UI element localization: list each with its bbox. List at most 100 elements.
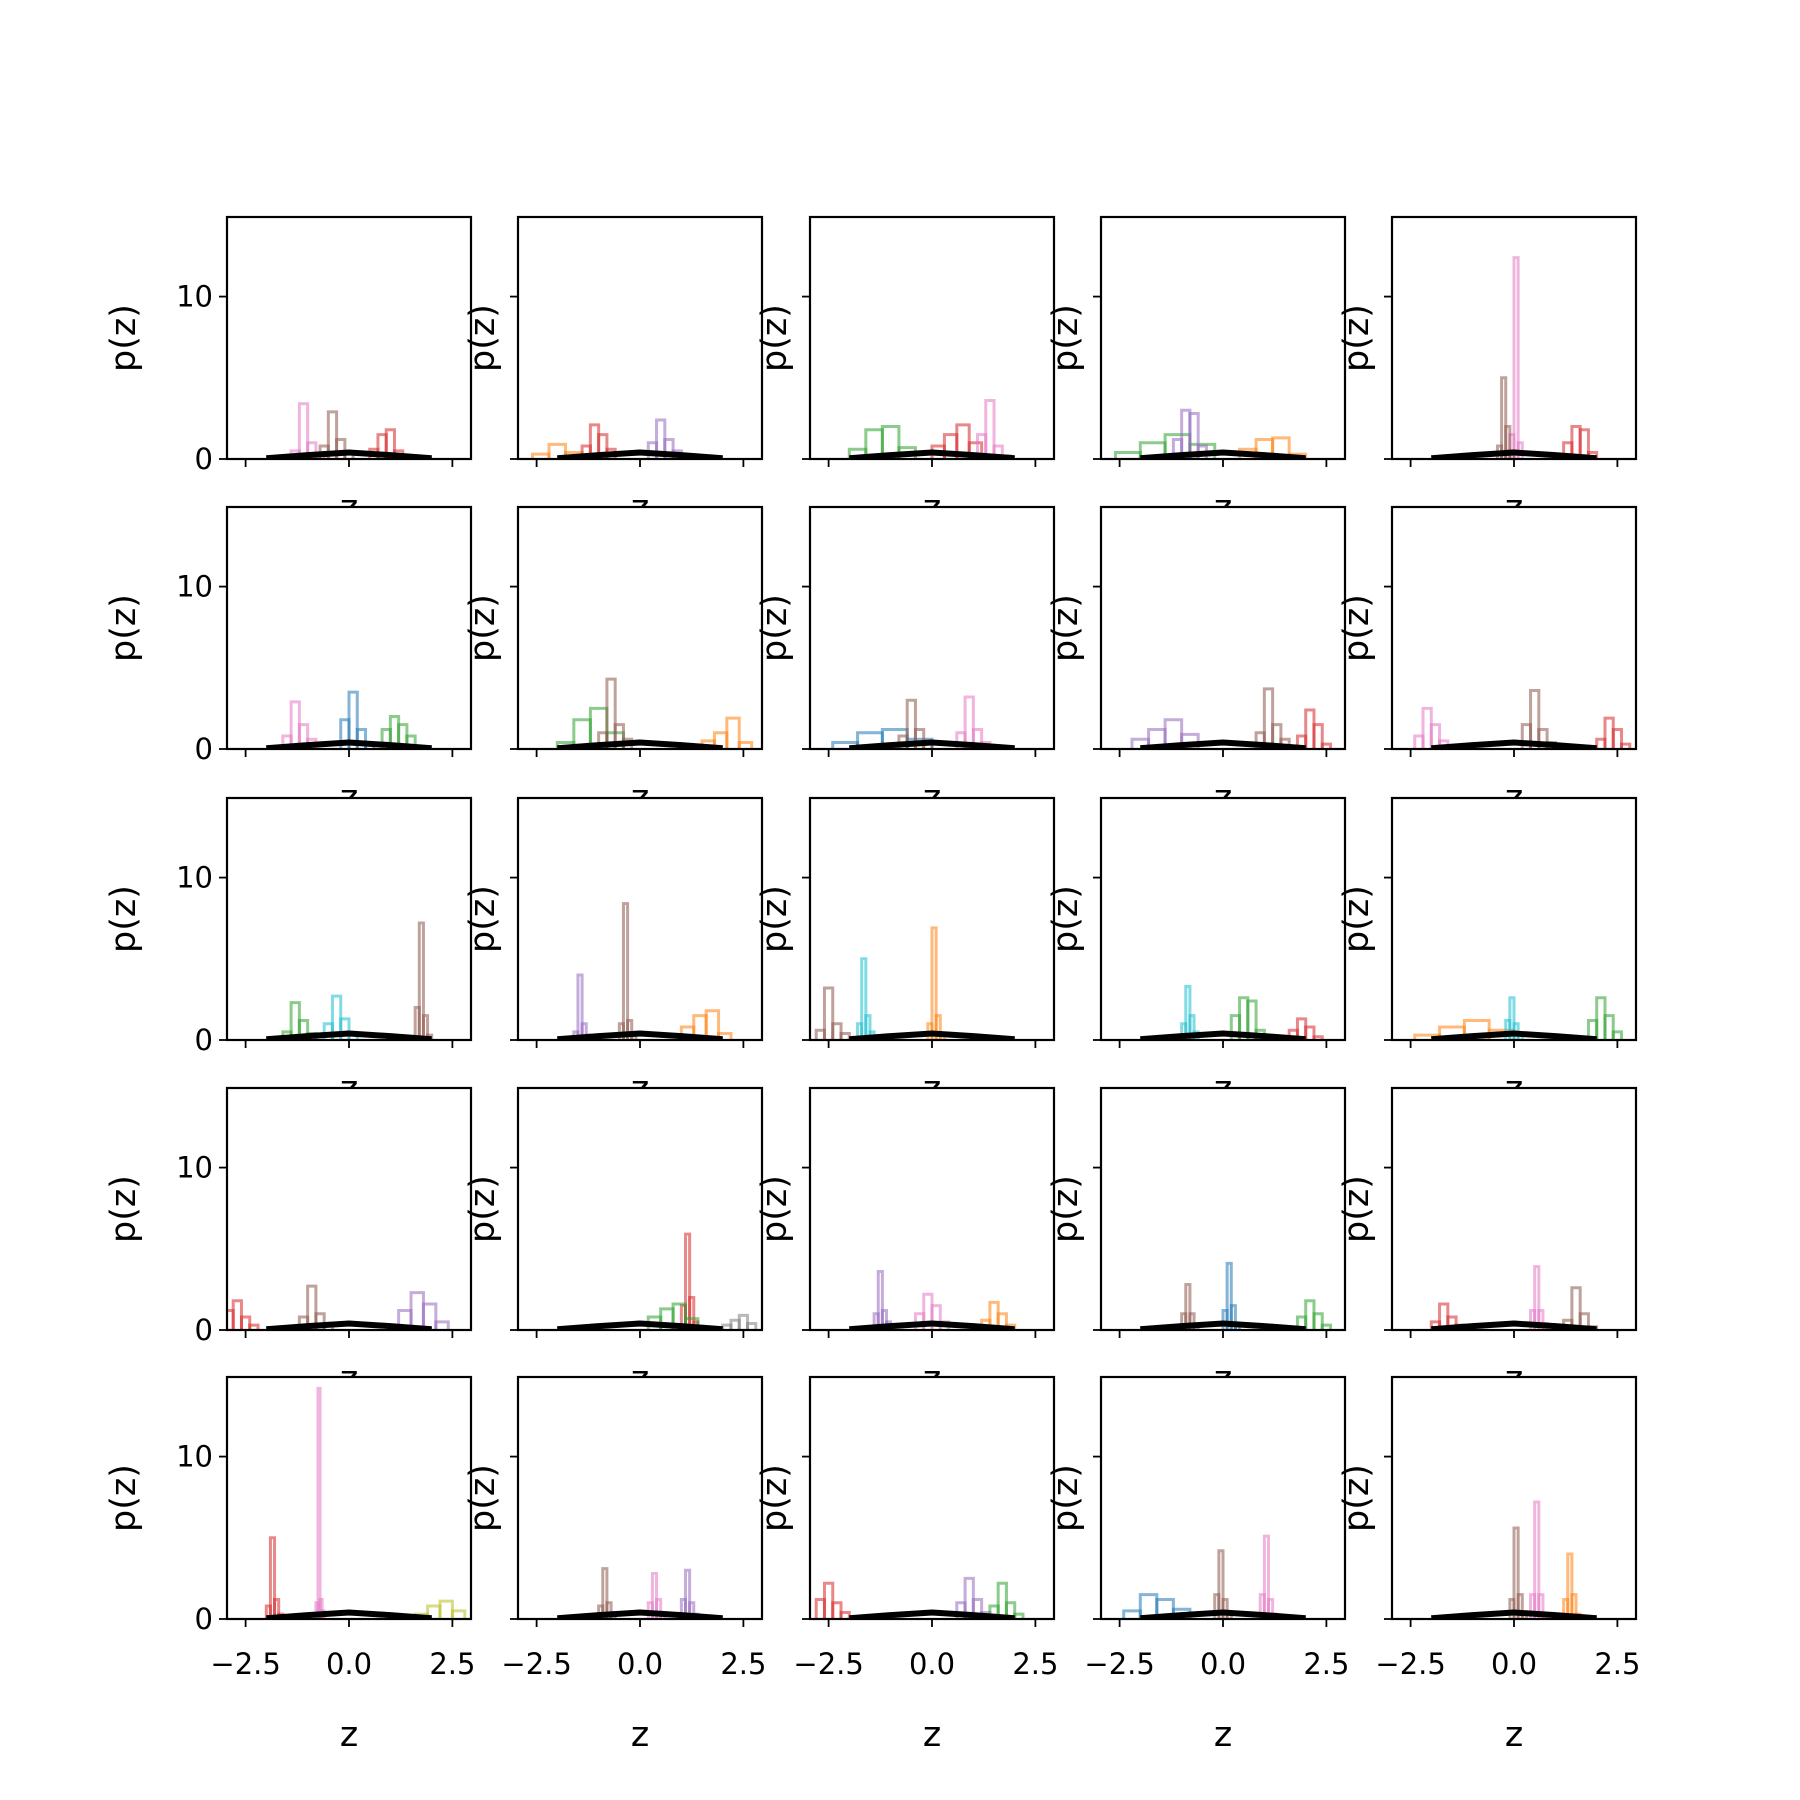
subplot: −2.5 0.0 2.5 0 10 z p(z)	[104, 1375, 475, 1755]
y-axis-label: p(z)	[755, 1464, 795, 1532]
histogram-bin	[306, 441, 318, 459]
plot-area	[266, 402, 432, 459]
histogram-bin	[1271, 436, 1291, 459]
histogram-bin	[683, 1232, 692, 1330]
reference-curve	[1140, 1030, 1306, 1040]
subplot: zp(z)	[1337, 215, 1638, 528]
histogram-bin	[231, 1299, 243, 1330]
plot-area	[530, 418, 723, 459]
histogram-bin	[1512, 1526, 1520, 1619]
subplot: zp(z)	[1337, 796, 1638, 1109]
histogram-bin	[671, 1302, 687, 1330]
histogram-bin	[626, 1019, 634, 1040]
histogram-bin	[605, 1601, 613, 1619]
plot-area	[1413, 996, 1624, 1040]
histogram-bin	[822, 1581, 835, 1619]
histogram-bin	[704, 1009, 721, 1040]
y-axis-label: p(z)	[104, 1464, 144, 1532]
histogram-bin	[1320, 1323, 1333, 1330]
subplot: zp(z)	[1046, 1086, 1347, 1399]
histogram-bin	[339, 1017, 351, 1040]
histogram-bin	[880, 425, 901, 459]
y-axis-label: p(z)	[755, 885, 795, 953]
plot-area	[1122, 1534, 1306, 1619]
histogram-bin	[1271, 723, 1283, 749]
histogram-bin	[663, 438, 675, 459]
plot-area	[1140, 1261, 1333, 1330]
histogram-bin	[1429, 723, 1442, 749]
histogram-bin	[831, 1601, 843, 1619]
reference-curve	[266, 739, 432, 749]
histogram-bin	[996, 1312, 1008, 1330]
histogram-bin	[355, 728, 368, 749]
histogram-bin	[1620, 742, 1632, 749]
histogram-bin	[1504, 425, 1512, 459]
histogram-bin	[683, 1568, 692, 1619]
reference-curve	[557, 1320, 723, 1330]
histogram-bin	[1533, 1265, 1541, 1330]
subplot: zp(z)	[755, 215, 1056, 528]
x-tick-label: −2.5	[1084, 1647, 1154, 1681]
histogram-bin	[601, 1567, 609, 1619]
histogram-bin	[297, 402, 310, 459]
histogram-bin	[405, 734, 417, 749]
axes-background	[227, 1088, 471, 1330]
y-axis-label: p(z)	[104, 304, 144, 372]
x-tick-label: 2.5	[720, 1647, 766, 1681]
histogram-bin	[1221, 1598, 1229, 1619]
y-tick-label: 0	[195, 1602, 213, 1636]
y-tick-label: 10	[176, 1440, 213, 1474]
reference-curve	[849, 1030, 1015, 1040]
x-tick-label: 0.0	[1491, 1647, 1537, 1681]
reference-curve	[1140, 739, 1306, 749]
histogram-bin	[605, 677, 617, 749]
axes-background	[1101, 507, 1345, 749]
plot-area	[814, 926, 1015, 1040]
plot-area	[831, 695, 1015, 749]
histogram-bin	[1246, 999, 1258, 1040]
histogram-bin	[318, 1598, 324, 1619]
histogram-bin	[306, 1284, 318, 1330]
histogram-bin	[1500, 376, 1508, 459]
y-axis-label: p(z)	[104, 885, 144, 953]
histogram-bin	[316, 1386, 322, 1619]
plot-area	[557, 1232, 758, 1330]
y-axis-label: p(z)	[1046, 885, 1086, 953]
subplot: zp(z)	[755, 1086, 1056, 1399]
histogram-bin	[1312, 1035, 1324, 1040]
reference-curve	[849, 739, 1015, 749]
y-axis-label: p(z)	[1337, 594, 1377, 662]
histogram-bin	[613, 723, 625, 749]
subplot: zp(z)	[755, 796, 1056, 1109]
histogram-bin	[655, 1598, 663, 1619]
histogram-bin	[967, 441, 984, 459]
axes-background	[227, 798, 471, 1040]
histogram-bin	[1578, 428, 1590, 459]
histogram-bin	[1516, 1593, 1524, 1619]
histogram-bin	[688, 1601, 696, 1619]
histogram-bin	[864, 1014, 872, 1040]
subplot: zp(z)	[463, 215, 764, 528]
subplot: −2.5 0.0 2.5 z p(z)	[1337, 1375, 1640, 1755]
histogram-bin	[434, 1320, 450, 1330]
histogram-bin	[239, 1315, 252, 1330]
histogram-bin	[347, 690, 359, 749]
y-axis-label: p(z)	[755, 304, 795, 372]
histogram-bin	[992, 444, 1004, 459]
y-axis-label: p(z)	[1337, 1464, 1377, 1532]
y-axis-label: p(z)	[463, 1175, 503, 1243]
histogram-bin	[1533, 1500, 1541, 1619]
reference-curve	[849, 1609, 1015, 1619]
histogram-bin	[688, 1296, 696, 1330]
subplot: zp(z)	[1337, 1086, 1638, 1399]
subplot: zp(z)	[1337, 505, 1638, 818]
histogram-bin	[1217, 1549, 1225, 1619]
y-tick-label: 0	[195, 1023, 213, 1057]
histogram-bin	[1184, 984, 1192, 1040]
